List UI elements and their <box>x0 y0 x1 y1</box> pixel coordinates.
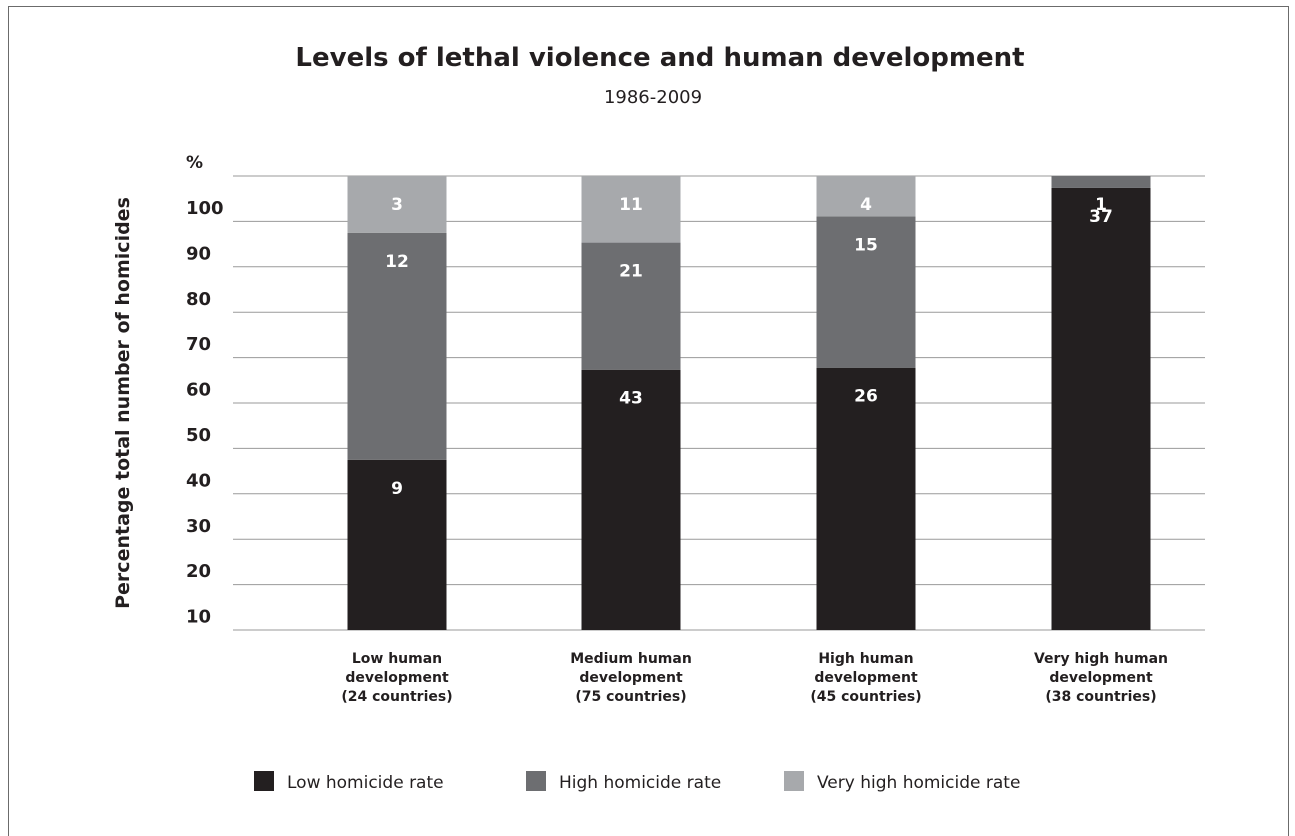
x-tick-label: development <box>1049 670 1153 686</box>
y-tick-label: 70 <box>186 334 211 355</box>
legend-item: Low homicide rate <box>254 771 444 793</box>
legend-label: Very high homicide rate <box>817 773 1020 793</box>
x-tick-label: (75 countries) <box>575 689 686 705</box>
data-label: 21 <box>619 262 643 282</box>
data-label: 3 <box>391 195 403 215</box>
bar-segment <box>581 242 681 370</box>
y-tick-label: 50 <box>186 425 211 446</box>
bar-segment <box>581 369 681 630</box>
y-tick-label: 40 <box>186 470 211 491</box>
legend-label: High homicide rate <box>559 773 721 793</box>
data-label: 26 <box>854 387 878 407</box>
data-label: 11 <box>619 195 643 215</box>
y-tick-label: 30 <box>186 516 211 537</box>
bar-segment <box>347 459 447 630</box>
bar-segment <box>581 176 681 243</box>
bars: 9 12 3 43 21 11 26 15 4 371 <box>347 176 1151 630</box>
y-axis-ticks: 100 90 80 70 60 50 40 30 20 10 <box>186 198 224 628</box>
data-label: 1 <box>1095 195 1107 215</box>
legend-item: Very high homicide rate <box>784 771 1020 793</box>
x-tick-label: Low human <box>352 651 442 667</box>
y-tick-label: 60 <box>186 380 211 401</box>
y-tick-label: 20 <box>186 561 211 582</box>
x-tick-label: (38 countries) <box>1045 689 1156 705</box>
legend: Low homicide rate High homicide rate Very … <box>254 771 1020 793</box>
data-label: 4 <box>860 195 872 215</box>
y-tick-label: 10 <box>186 607 211 628</box>
legend-swatch <box>526 771 546 791</box>
x-tick-label: Medium human <box>570 651 692 667</box>
bar-segment <box>816 216 916 368</box>
data-label: 37 <box>1089 207 1113 227</box>
data-label: 12 <box>385 252 409 272</box>
y-tick-label: 90 <box>186 243 211 264</box>
y-tick-label: 100 <box>186 198 224 219</box>
chart-subtitle: 1986-2009 <box>604 87 702 108</box>
bar-segment <box>816 176 916 217</box>
data-label: 15 <box>854 235 878 255</box>
x-axis-ticks: Low human development (24 countries) Medium… <box>341 651 1168 705</box>
x-tick-label: Very high human <box>1034 651 1168 667</box>
data-label: 43 <box>619 389 643 409</box>
legend-swatch <box>254 771 274 791</box>
bar-segment <box>347 232 447 460</box>
x-tick-label: High human <box>818 651 913 667</box>
x-tick-label: development <box>579 670 683 686</box>
legend-swatch <box>784 771 804 791</box>
bar-segment <box>816 367 916 630</box>
bar-segment <box>1051 187 1151 630</box>
legend-label: Low homicide rate <box>287 773 444 793</box>
y-tick-label: 80 <box>186 289 211 310</box>
y-axis-label: Percentage total number of homicides <box>112 197 134 609</box>
chart-title: Levels of lethal violence and human deve… <box>295 43 1024 73</box>
y-axis-unit: % <box>186 153 203 173</box>
bar-segment <box>1051 176 1151 188</box>
x-tick-label: (45 countries) <box>810 689 921 705</box>
x-tick-label: development <box>345 670 449 686</box>
x-tick-label: development <box>814 670 918 686</box>
legend-item: High homicide rate <box>526 771 721 793</box>
x-tick-label: (24 countries) <box>341 689 452 705</box>
data-label: 9 <box>391 479 403 499</box>
bar-segment <box>347 176 447 233</box>
